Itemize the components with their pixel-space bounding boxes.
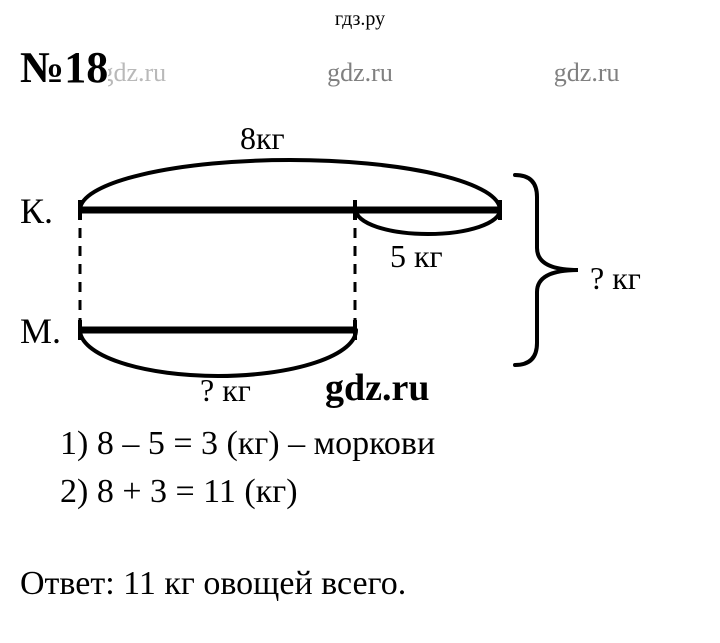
label-qkg-bottom: ? кг: [200, 372, 251, 409]
label-qkg-right: ? кг: [590, 260, 641, 297]
answer: Ответ: 11 кг овощей всего.: [20, 565, 406, 603]
solution-line-1: 1) 8 – 5 = 3 (кг) – моркови: [60, 420, 435, 468]
solution-steps: 1) 8 – 5 = 3 (кг) – моркови 2) 8 + 3 = 1…: [60, 420, 435, 515]
watermark-1: gdz.ru: [100, 58, 166, 88]
right-brace: [515, 175, 578, 365]
tape-diagram: 8кг К. М. 5 кг ? кг ? кг gdz.ru: [20, 120, 700, 410]
label-5kg: 5 кг: [390, 238, 443, 275]
arc-top: [80, 160, 500, 210]
label-8kg: 8кг: [240, 120, 285, 157]
watermark-2: gdz.ru: [327, 58, 393, 88]
label-k: К.: [20, 190, 53, 232]
solution-line-2: 2) 8 + 3 = 11 (кг): [60, 468, 435, 516]
label-m: М.: [20, 310, 61, 352]
watermark-3: gdz.ru: [554, 58, 620, 88]
problem-number: №18: [20, 42, 108, 93]
arc-bottom: [80, 330, 356, 376]
page-header: гдз.ру: [0, 8, 720, 31]
big-watermark: gdz.ru: [325, 366, 430, 410]
arc-5kg: [356, 210, 500, 234]
